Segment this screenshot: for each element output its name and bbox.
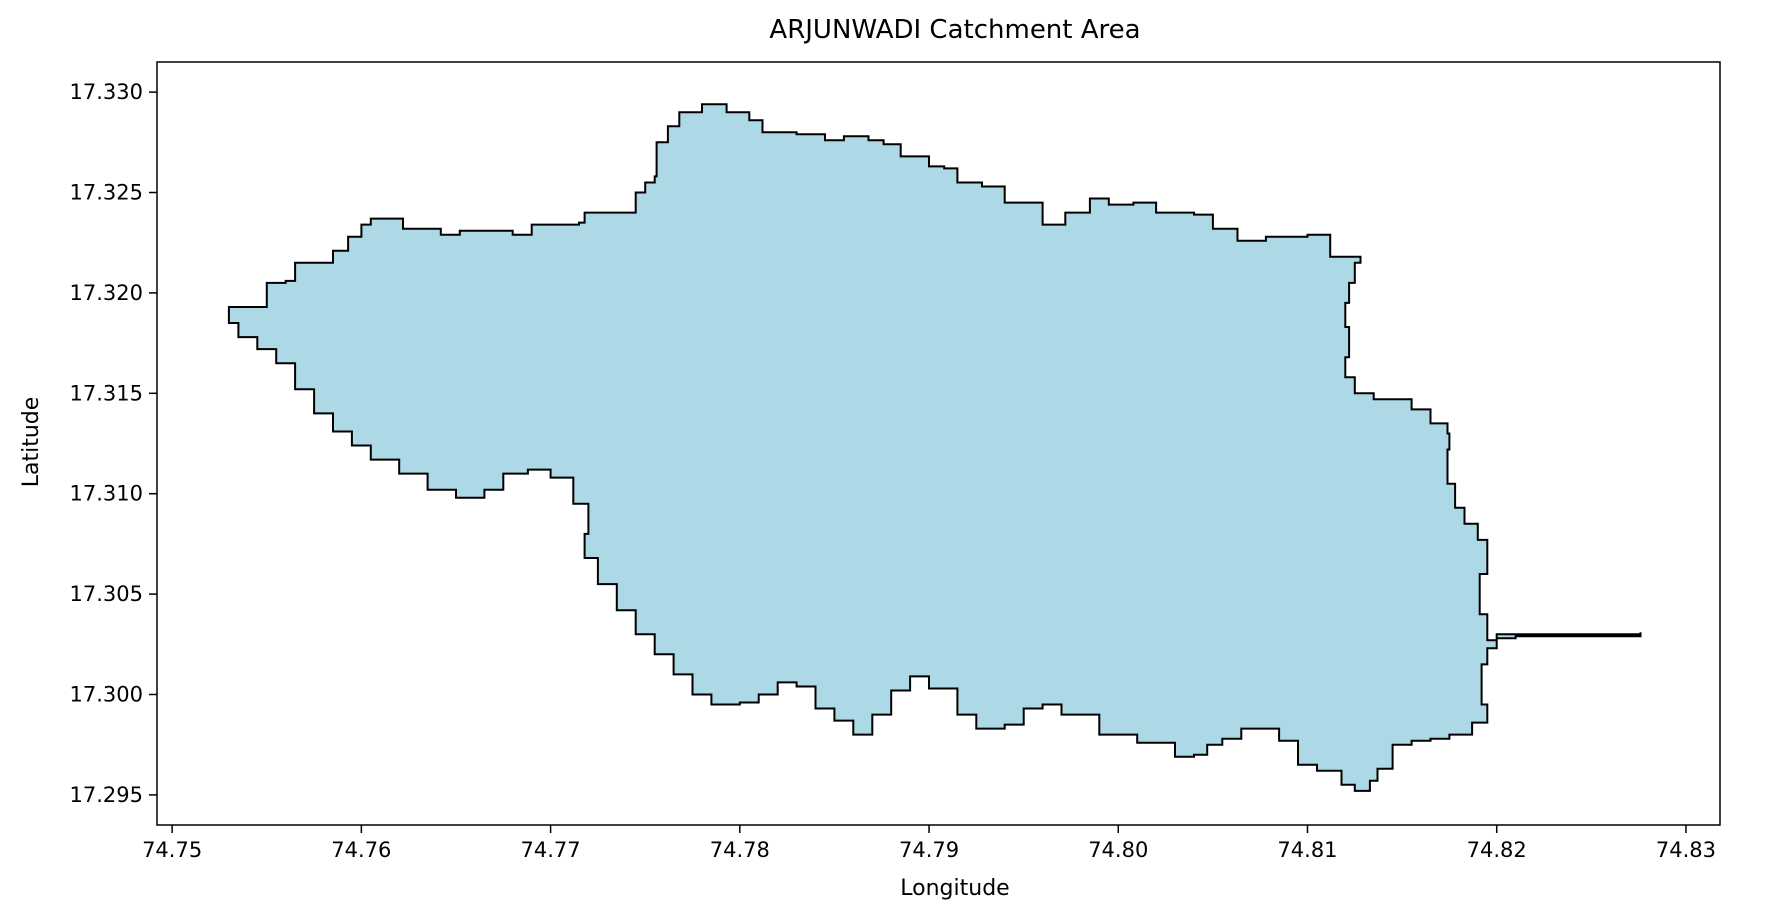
- y-tick-label: 17.330: [70, 80, 143, 104]
- x-tick-label: 74.79: [899, 838, 959, 862]
- x-tick-label: 74.75: [142, 838, 202, 862]
- y-tick-label: 17.315: [70, 381, 143, 405]
- x-axis: 74.75 74.76 74.77 74.78 74.79 74.80 74.81 74.82…: [142, 825, 1716, 862]
- y-tick-label: 17.300: [70, 682, 143, 706]
- y-tick-label: 17.320: [70, 281, 143, 305]
- y-tick-label: 17.305: [70, 582, 143, 606]
- x-tick-label: 74.76: [331, 838, 391, 862]
- chart-title: ARJUNWADI Catchment Area: [769, 15, 1140, 45]
- x-tick-label: 74.78: [710, 838, 770, 862]
- y-tick-label: 17.295: [70, 783, 143, 807]
- x-tick-label: 74.80: [1088, 838, 1148, 862]
- catchment-area-polygon: [227, 103, 1642, 792]
- plot-area: [156, 61, 1721, 826]
- x-axis-label: Longitude: [900, 876, 1009, 901]
- y-axis: 17.295 17.300 17.305 17.310 17.315 17.320 17.3…: [70, 80, 157, 807]
- y-axis-label: Latitude: [19, 397, 44, 488]
- axes-frame: [156, 61, 1721, 826]
- x-tick-label: 74.82: [1467, 838, 1527, 862]
- y-tick-label: 17.310: [70, 482, 143, 506]
- y-tick-label: 17.325: [70, 181, 143, 205]
- x-tick-label: 74.77: [521, 838, 581, 862]
- x-tick-label: 74.83: [1656, 838, 1716, 862]
- x-tick-label: 74.81: [1277, 838, 1337, 862]
